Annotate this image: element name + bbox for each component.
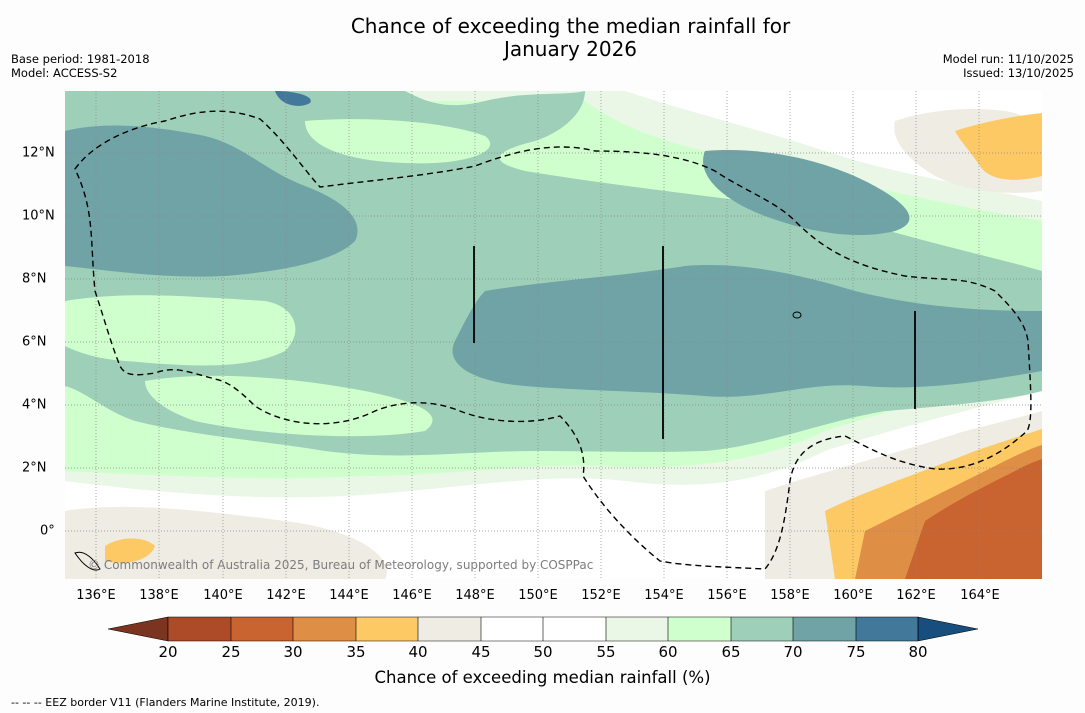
island-outline [74, 551, 101, 571]
colorbar-swatch [293, 617, 356, 641]
map-title: Chance of exceeding the median rainfall … [0, 15, 1085, 61]
base-period: Base period: 1981-2018 [11, 52, 150, 66]
colorbar-tick: 45 [471, 643, 491, 661]
lat-tick-label: 12°N [22, 145, 55, 161]
colorbar-tick: 55 [596, 643, 616, 661]
lat-tick-label: 4°N [22, 397, 47, 413]
model-info: Base period: 1981-2018 Model: ACCESS-S2 [11, 52, 150, 80]
lon-tick-label: 136°E [76, 588, 116, 603]
lon-tick-label: 138°E [139, 588, 179, 603]
colorbar-swatch [668, 617, 731, 641]
map-svg [65, 91, 1042, 579]
title-line-2: January 2026 [503, 37, 638, 61]
contour-patch-north [305, 119, 491, 164]
lon-tick-label: 140°E [203, 588, 243, 603]
lat-tick-label: 10°N [22, 208, 55, 224]
colorbar-tick: 30 [283, 643, 303, 661]
contour-70-75-west [65, 125, 358, 277]
contour-patch-west [65, 295, 296, 366]
lon-tick-label: 142°E [266, 588, 306, 603]
colorbar [108, 616, 978, 642]
colorbar-high-arrow [917, 616, 978, 642]
island-outline-east [792, 311, 802, 319]
colorbar-dividers [167, 616, 919, 642]
title-line-1: Chance of exceeding the median rainfall … [350, 14, 791, 38]
colorbar-tick: 65 [721, 643, 741, 661]
contour-40-45-southwest [65, 506, 387, 579]
lon-tick-label: 162°E [896, 588, 936, 603]
lat-tick-label: 8°N [22, 271, 47, 287]
colorbar-label: Chance of exceeding median rainfall (%) [374, 668, 711, 687]
contour-75-80 [275, 91, 311, 106]
model-run: Model run: 11/10/2025 [942, 52, 1074, 66]
gridlines [65, 91, 1042, 579]
lon-tick-label: 150°E [518, 588, 558, 603]
colorbar-tick: 25 [221, 643, 241, 661]
eez-legend-note: -- -- -- EEZ border V11 (Flanders Marine… [11, 696, 320, 709]
lat-tick-label: 0° [40, 523, 55, 539]
colorbar-swatch [731, 617, 793, 641]
eez-border [74, 110, 1032, 570]
colorbar-tick: 50 [533, 643, 553, 661]
colorbar-tick: 60 [658, 643, 678, 661]
contour-35-40-southwest [105, 538, 155, 563]
contour-70-75-northeast [703, 150, 910, 236]
colorbar-tick: 70 [783, 643, 803, 661]
lon-tick-label: 148°E [455, 588, 495, 603]
colorbar-swatch [856, 617, 918, 641]
lon-tick-label: 158°E [770, 588, 810, 603]
colorbar-swatch [231, 617, 293, 641]
colorbar-tick: 20 [158, 643, 178, 661]
issued-date: Issued: 13/10/2025 [963, 66, 1074, 80]
lat-tick-label: 6°N [22, 334, 47, 350]
colorbar-tick: 35 [346, 643, 366, 661]
colorbar-tick: 40 [408, 643, 428, 661]
colorbar-swatch [793, 617, 856, 641]
colorbar-swatch [481, 617, 543, 641]
lon-tick-label: 144°E [329, 588, 369, 603]
lon-tick-label: 146°E [392, 588, 432, 603]
run-info: Model run: 11/10/2025 Issued: 13/10/2025 [943, 52, 1074, 80]
contour-70-75-central [452, 265, 1042, 397]
lon-tick-label: 160°E [833, 588, 873, 603]
colorbar-tick: 75 [846, 643, 866, 661]
colorbar-swatch [356, 617, 418, 641]
contour-25-30 [905, 459, 1042, 579]
colorbar-swatch [168, 617, 231, 641]
contour-patch-south [145, 375, 433, 437]
colorbar-swatch [606, 617, 668, 641]
colorbar-tick: 80 [908, 643, 928, 661]
lon-tick-label: 156°E [707, 588, 747, 603]
lon-tick-label: 152°E [581, 588, 621, 603]
colorbar-swatch [418, 617, 481, 641]
rainfall-map [65, 91, 1042, 579]
copyright-notice: © Commonwealth of Australia 2025, Bureau… [88, 558, 594, 572]
lon-tick-label: 154°E [644, 588, 684, 603]
model-name: Model: ACCESS-S2 [11, 66, 118, 80]
contour-35-40-northeast [955, 113, 1042, 180]
lon-tick-label: 164°E [960, 588, 1000, 603]
lat-tick-label: 2°N [22, 460, 47, 476]
colorbar-low-arrow [108, 616, 169, 642]
colorbar-swatch [543, 617, 606, 641]
